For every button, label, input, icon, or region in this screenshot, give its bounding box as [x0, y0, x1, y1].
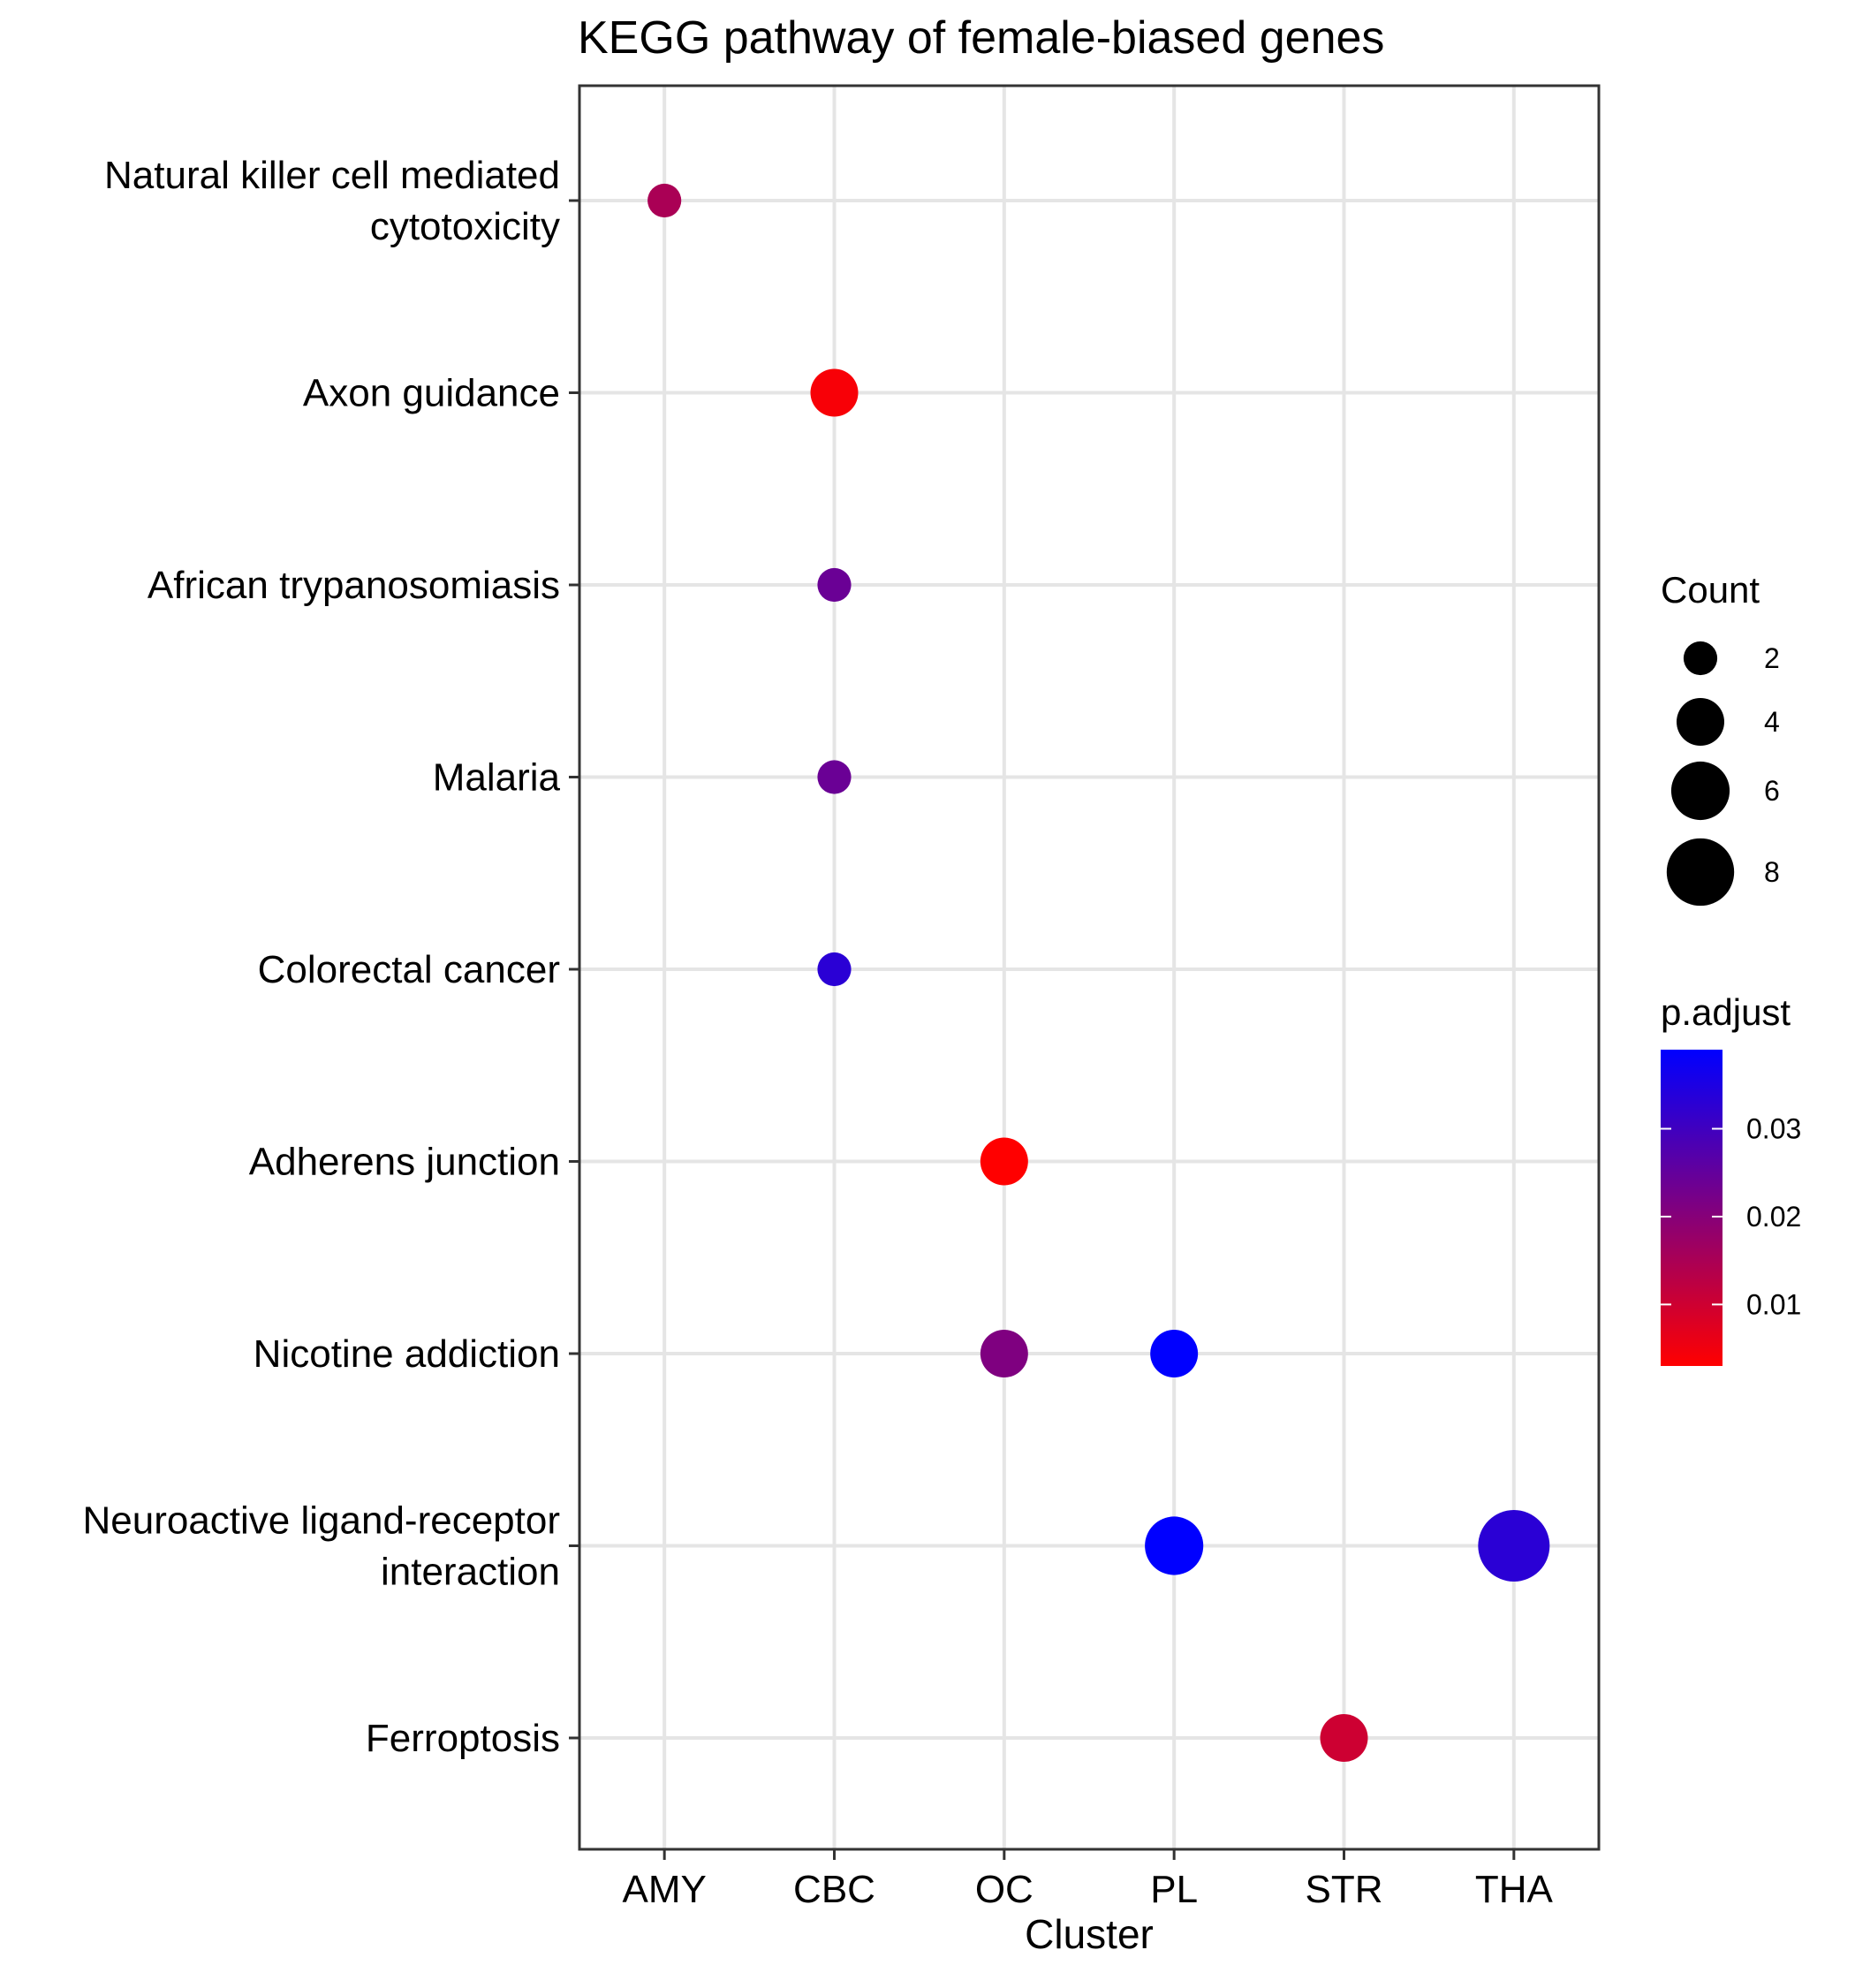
data-point [1145, 1516, 1204, 1575]
count-legend-label: 4 [1764, 706, 1780, 738]
count-legend-key [1683, 641, 1718, 676]
count-legend-title: Count [1661, 569, 1760, 611]
x-axis: AMY CBC OC PL STR THA [622, 1849, 1553, 1911]
data-point [817, 760, 852, 794]
data-point [817, 567, 852, 603]
p-adjust-tick-label: 0.01 [1746, 1288, 1801, 1320]
x-tick-label: OC [975, 1868, 1034, 1911]
count-legend-label: 8 [1764, 856, 1780, 888]
data-point [980, 1330, 1028, 1377]
y-axis: Natural killer cell mediated cytotoxicity… [82, 154, 579, 1760]
count-legend-key [1677, 698, 1724, 746]
y-tick-label: Colorectal cancer [258, 948, 560, 991]
y-tick-label: Axon guidance [303, 372, 560, 415]
data-points [647, 183, 1550, 1762]
data-point [810, 368, 859, 417]
p-adjust-color-bar [1661, 1050, 1722, 1366]
grid-lines [579, 86, 1599, 1849]
p-adjust-legend: p.adjust 0.01 0.02 0.03 [1661, 991, 1801, 1366]
data-point [980, 1137, 1028, 1186]
x-tick-label: PL [1150, 1868, 1198, 1911]
x-tick-label: THA [1475, 1868, 1554, 1911]
plot-panel-border [578, 84, 1601, 1851]
y-tick-label: Natural killer cell mediated cytotoxicity [104, 154, 560, 248]
count-legend: Count 2 4 6 8 [1661, 569, 1780, 907]
count-legend-key [1666, 838, 1735, 907]
data-point [647, 183, 682, 218]
y-tick-label: Adherens junction [249, 1141, 560, 1184]
data-point [1478, 1510, 1550, 1582]
p-adjust-tick-label: 0.03 [1746, 1113, 1801, 1145]
x-tick-label: CBC [793, 1868, 875, 1911]
x-tick-label: STR [1306, 1868, 1383, 1911]
y-tick-label: Neuroactive ligand-receptor interaction [82, 1499, 560, 1594]
y-tick-label: Malaria [433, 756, 561, 800]
x-tick-label: AMY [622, 1868, 706, 1911]
count-legend-label: 2 [1764, 642, 1780, 674]
x-axis-title: Cluster [1025, 1911, 1154, 1957]
chart-title: KEGG pathway of female-biased genes [578, 12, 1384, 64]
count-legend-key [1670, 761, 1730, 821]
data-point [1320, 1714, 1368, 1762]
count-legend-label: 6 [1764, 775, 1780, 807]
y-tick-label: Nicotine addiction [254, 1332, 560, 1376]
p-adjust-tick-label: 0.02 [1746, 1201, 1801, 1233]
data-point [817, 952, 852, 987]
y-tick-label: Ferroptosis [366, 1717, 560, 1760]
data-point [1150, 1330, 1199, 1377]
y-tick-label: African trypanosomiasis [148, 564, 560, 607]
p-adjust-legend-title: p.adjust [1661, 991, 1791, 1033]
